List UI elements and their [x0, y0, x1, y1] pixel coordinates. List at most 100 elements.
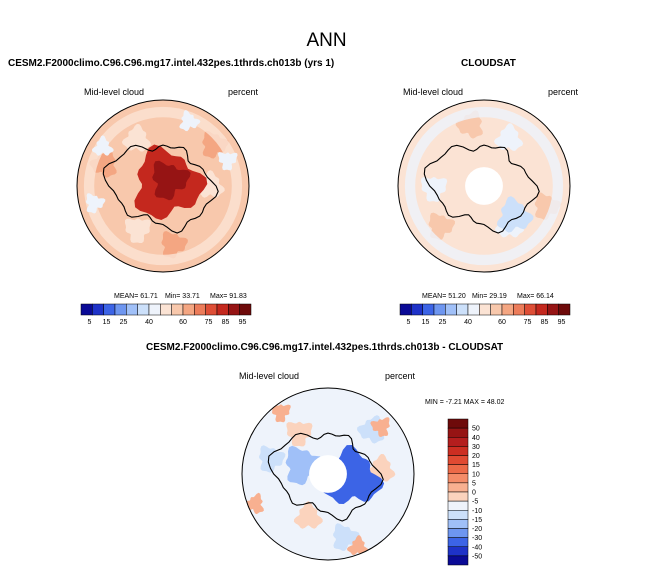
- colorbar-cell: [447, 546, 469, 557]
- colorbar-cell: [456, 303, 469, 316]
- colorbar-tick-label: 85: [222, 319, 230, 326]
- colorbar-tick-label: -20: [472, 526, 482, 533]
- colorbar-tick-label: -15: [472, 517, 482, 524]
- map-border: [76, 99, 250, 273]
- colorbar-cell: [80, 303, 93, 316]
- colorbar-cell: [447, 528, 469, 538]
- panel2-title: CLOUDSAT: [461, 58, 516, 69]
- colorbar-tick-label: 25: [439, 319, 447, 326]
- colorbar-cell: [447, 519, 469, 529]
- map-field: [398, 100, 570, 272]
- colorbar-tick-label: 85: [541, 319, 549, 326]
- colorbar-cell: [547, 303, 559, 316]
- panel2-mean: MEAN= 51.20: [422, 293, 466, 300]
- colorbar-tick-label: 15: [422, 319, 430, 326]
- field-patch: [494, 123, 524, 151]
- panel2-min: Min= 29.19: [472, 293, 507, 300]
- sub-polar-ring: [83, 106, 243, 266]
- colorbar-cell: [467, 303, 480, 316]
- pole-missing-data: [309, 455, 347, 493]
- colorbar-cell: [194, 303, 206, 316]
- colorbar-cell: [558, 303, 571, 316]
- colorbar-cell: [228, 303, 240, 316]
- colorbar-tick-label: 40: [145, 319, 153, 326]
- colorbar-tick-label: 40: [464, 319, 472, 326]
- colorbar-cell: [126, 303, 138, 316]
- panel1-left-label: Mid-level cloud: [84, 87, 145, 97]
- colorbar-tick-label: 60: [179, 319, 187, 326]
- colorbar-tick-label: 20: [472, 453, 480, 460]
- low-patch: [179, 110, 201, 132]
- field-patch: [375, 501, 404, 530]
- colorbar-tick-label: 5: [472, 480, 476, 487]
- colorbar-tick-label: 50: [472, 426, 480, 433]
- colorbar-cell: [490, 303, 503, 316]
- low-patch: [92, 135, 114, 156]
- field-patch: [258, 445, 286, 473]
- field-patch: [202, 130, 229, 159]
- colorbar-tick-label: 0: [472, 490, 476, 497]
- negative-patch: [271, 404, 291, 423]
- colorbar-tick-label: 95: [558, 319, 566, 326]
- field-patch: [121, 124, 152, 152]
- panel2-max: Max= 66.14: [517, 293, 554, 300]
- colorbar-cell: [447, 510, 469, 520]
- panel3-title: CESM2.F2000climo.C96.C96.mg17.intel.432p…: [146, 342, 504, 353]
- panel2-right-label: percent: [548, 87, 579, 97]
- colorbar-tick-label: 10: [472, 471, 480, 478]
- map-border: [397, 99, 571, 273]
- panel1-right-label: percent: [228, 87, 259, 97]
- panel3-left-label: Mid-level cloud: [239, 371, 300, 381]
- map-panel-2: [397, 99, 571, 273]
- colorbar-cell: [137, 303, 150, 316]
- antarctica-coastline: [102, 144, 219, 234]
- colorbar-tick-label: 15: [472, 462, 480, 469]
- colorbar-tick-label: 40: [472, 435, 480, 442]
- antarctic-core: [152, 160, 191, 201]
- field-patch: [293, 501, 323, 529]
- colorbar-cell: [479, 303, 491, 316]
- colorbar-cell: [447, 418, 469, 429]
- colorbar-cell: [205, 303, 218, 316]
- pole-missing-data: [465, 167, 503, 205]
- colorbar-tick-label: -40: [472, 544, 482, 551]
- map-field: [77, 100, 249, 272]
- colorbar-cell: [447, 473, 469, 484]
- colorbar-2: 5 15 25 40 60 75 85 95: [399, 303, 571, 326]
- map-border: [241, 387, 415, 561]
- panel3-right-label: percent: [385, 371, 416, 381]
- colorbar-cell: [148, 303, 161, 316]
- negative-patch: [370, 417, 390, 437]
- low-patch: [85, 193, 106, 214]
- field-patch: [161, 231, 188, 259]
- page-title: ANN: [306, 30, 347, 51]
- map-panel-3: [241, 387, 415, 561]
- colorbar-cell: [447, 500, 469, 511]
- antarctica-coastline: [267, 432, 384, 522]
- panel1-mean: MEAN= 61.71: [114, 293, 158, 300]
- colorbar-cell: [447, 437, 469, 447]
- colorbar-tick-label: 75: [524, 319, 532, 326]
- field-patch: [125, 218, 151, 243]
- panel3-minmax: MIN = -7.21 MAX = 48.02: [425, 399, 505, 406]
- colorbar-cell: [524, 303, 537, 316]
- colorbar-cell: [447, 491, 469, 502]
- colorbar-cell: [216, 303, 229, 316]
- field-patch: [428, 212, 455, 241]
- colorbar-cell: [447, 482, 469, 493]
- map-panel-1: [76, 99, 250, 273]
- colorbar-cell: [501, 303, 514, 316]
- colorbar-cell: [447, 455, 469, 465]
- map-field: [242, 388, 414, 560]
- antarctica-coastline: [423, 144, 540, 234]
- colorbar-cell: [513, 303, 525, 316]
- panel1-min: Min= 33.71: [165, 293, 200, 300]
- colorbar-cell: [160, 303, 172, 316]
- colorbar-cell: [399, 303, 412, 316]
- colorbar-cell: [239, 303, 252, 316]
- panel1-title: CESM2.F2000climo.C96.C96.mg17.intel.432p…: [8, 58, 335, 69]
- panel1-max: Max= 91.83: [210, 293, 247, 300]
- negative-patch: [346, 535, 369, 556]
- colorbar-1: 5 15 25 40 60 75 85 95: [80, 303, 252, 326]
